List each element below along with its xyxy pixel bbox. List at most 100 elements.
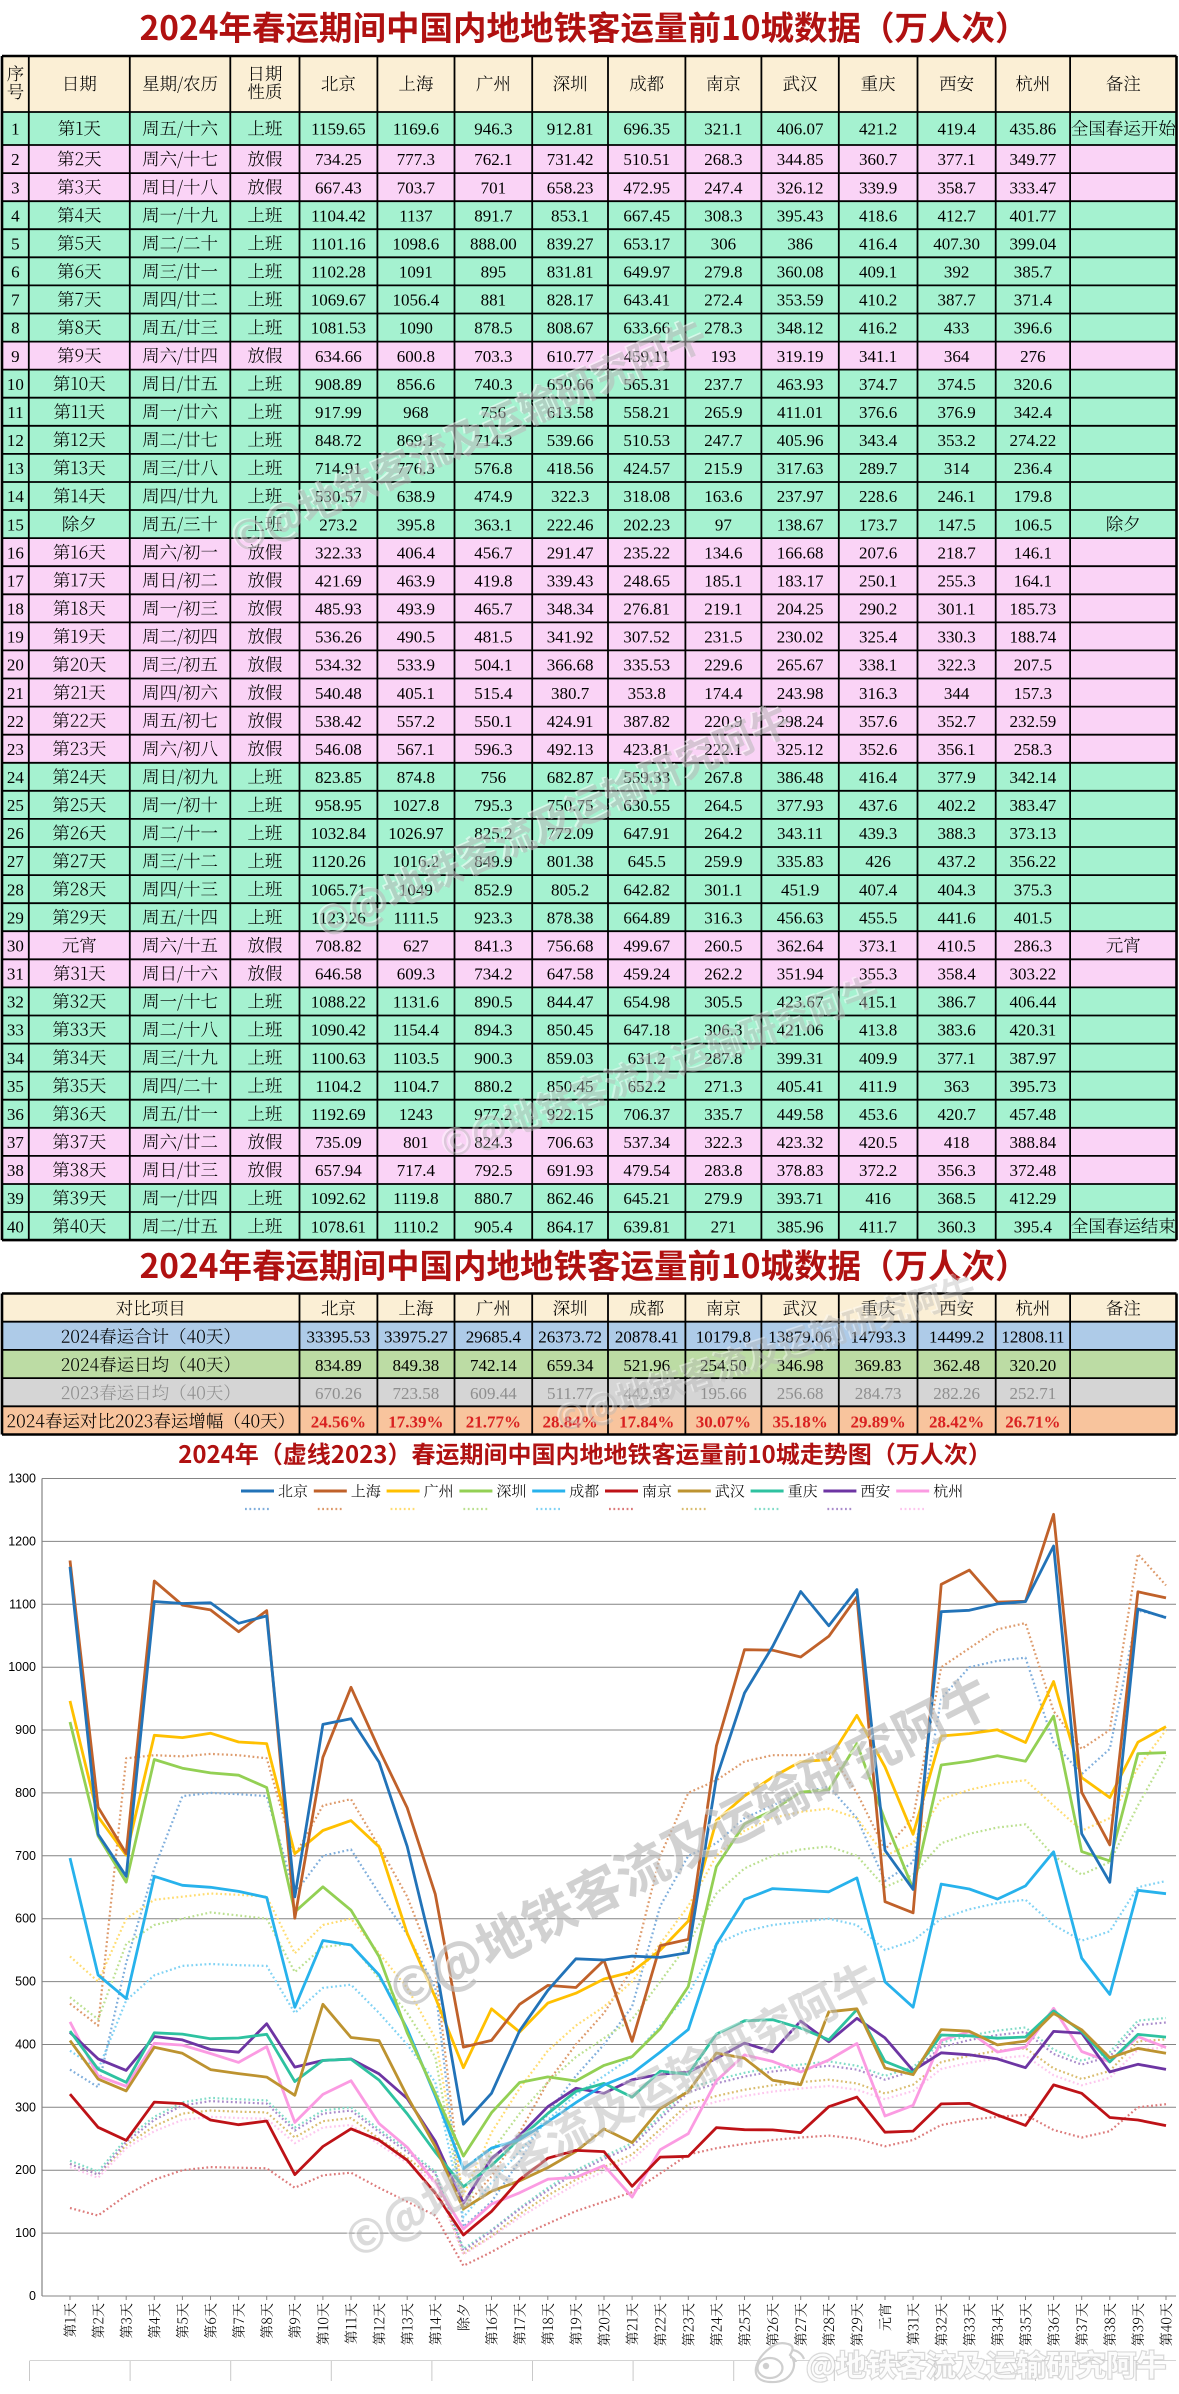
svg-text:708.82: 708.82 [315,937,362,956]
svg-text:610.77: 610.77 [547,347,594,366]
svg-text:801: 801 [403,1133,429,1152]
svg-text:1056.4: 1056.4 [393,291,440,310]
svg-text:402.2: 402.2 [937,796,975,815]
svg-text:377.9: 377.9 [937,768,975,787]
svg-text:23: 23 [7,740,24,759]
svg-text:342.14: 342.14 [1010,768,1057,787]
svg-text:411.9: 411.9 [859,1077,897,1096]
svg-text:147.5: 147.5 [937,515,975,534]
svg-text:415.1: 415.1 [859,993,897,1012]
svg-text:10: 10 [7,375,24,394]
svg-text:320.6: 320.6 [1014,375,1052,394]
svg-text:374.7: 374.7 [859,375,898,394]
svg-text:406.07: 406.07 [777,120,824,139]
svg-text:557.2: 557.2 [397,712,435,731]
svg-text:420.7: 420.7 [937,1105,976,1124]
svg-text:369.83: 369.83 [855,1356,902,1375]
svg-text:406.44: 406.44 [1010,993,1057,1012]
svg-text:894.3: 894.3 [474,1021,512,1040]
svg-text:322.3: 322.3 [551,487,589,506]
svg-text:946.3: 946.3 [474,120,512,139]
svg-text:1016.2: 1016.2 [393,852,440,871]
svg-text:407.30: 407.30 [933,235,980,254]
svg-text:419.8: 419.8 [474,571,512,590]
svg-text:325.4: 325.4 [859,628,898,647]
svg-text:881: 881 [481,291,507,310]
svg-text:385.7: 385.7 [1014,263,1053,282]
svg-text:279.8: 279.8 [704,263,742,282]
svg-text:510.51: 510.51 [623,150,670,169]
svg-text:1154.4: 1154.4 [393,1021,440,1040]
svg-text:12: 12 [7,431,24,450]
svg-text:401.77: 401.77 [1010,206,1057,225]
svg-text:659.34: 659.34 [547,1356,594,1375]
svg-text:322.33: 322.33 [315,543,362,562]
svg-text:437.2: 437.2 [937,852,975,871]
svg-text:521.96: 521.96 [623,1356,670,1375]
svg-text:1103.5: 1103.5 [393,1049,439,1068]
svg-text:627: 627 [403,937,429,956]
svg-text:276.81: 276.81 [623,600,670,619]
svg-text:97: 97 [715,515,733,534]
svg-text:373.1: 373.1 [859,937,897,956]
svg-text:278.3: 278.3 [704,319,742,338]
svg-text:386.48: 386.48 [777,768,824,787]
svg-text:339.43: 339.43 [547,571,594,590]
svg-text:372.48: 372.48 [1010,1161,1057,1180]
svg-text:856.6: 856.6 [397,375,435,394]
svg-text:284.73: 284.73 [855,1384,902,1403]
svg-text:314: 314 [944,459,970,478]
svg-text:485.93: 485.93 [315,600,362,619]
svg-text:188.74: 188.74 [1010,628,1057,647]
svg-text:333.47: 333.47 [1010,178,1057,197]
svg-text:852.9: 852.9 [474,880,512,899]
svg-text:106.5: 106.5 [1014,515,1052,534]
svg-text:40: 40 [7,1217,24,1236]
svg-text:456.7: 456.7 [474,543,513,562]
svg-text:456.63: 456.63 [777,908,824,927]
svg-text:343.4: 343.4 [859,431,898,450]
svg-text:0: 0 [29,2289,36,2303]
svg-text:183.17: 183.17 [777,571,824,590]
svg-text:371.4: 371.4 [1014,291,1053,310]
svg-text:33975.27: 33975.27 [384,1328,448,1347]
svg-text:9: 9 [11,347,20,366]
svg-text:500: 500 [15,1975,36,1989]
svg-text:534.32: 534.32 [315,656,362,675]
svg-text:657.94: 657.94 [315,1161,362,1180]
svg-text:406.4: 406.4 [397,543,436,562]
svg-text:330.3: 330.3 [937,628,975,647]
svg-text:13: 13 [7,459,24,478]
svg-text:8: 8 [11,319,20,338]
svg-text:377.1: 377.1 [937,150,975,169]
svg-text:386: 386 [787,235,813,254]
svg-text:17.39%: 17.39% [388,1412,443,1431]
svg-text:839.27: 839.27 [547,235,594,254]
svg-text:29685.4: 29685.4 [466,1328,522,1347]
svg-text:849.38: 849.38 [393,1356,440,1375]
svg-text:439.3: 439.3 [859,824,897,843]
svg-text:222.46: 222.46 [547,515,594,534]
svg-text:16: 16 [7,543,24,562]
svg-text:276: 276 [1020,347,1046,366]
svg-text:645.5: 645.5 [628,852,666,871]
svg-text:392: 392 [944,263,970,282]
svg-text:34: 34 [7,1049,25,1068]
svg-text:376.9: 376.9 [937,403,975,422]
svg-text:29: 29 [7,908,24,927]
svg-text:878.5: 878.5 [474,319,512,338]
svg-text:289.7: 289.7 [859,459,898,478]
svg-text:703.3: 703.3 [474,347,512,366]
svg-text:1069.67: 1069.67 [311,291,367,310]
svg-text:550.1: 550.1 [474,712,512,731]
svg-text:409.1: 409.1 [859,263,897,282]
svg-text:11: 11 [7,403,23,422]
svg-text:1: 1 [11,120,20,139]
svg-text:19: 19 [7,628,24,647]
svg-text:410.2: 410.2 [859,291,897,310]
svg-text:39: 39 [7,1189,24,1208]
svg-text:5: 5 [11,235,20,254]
svg-text:28.42%: 28.42% [929,1412,984,1431]
svg-text:262.2: 262.2 [704,965,742,984]
svg-text:540.48: 540.48 [315,684,362,703]
